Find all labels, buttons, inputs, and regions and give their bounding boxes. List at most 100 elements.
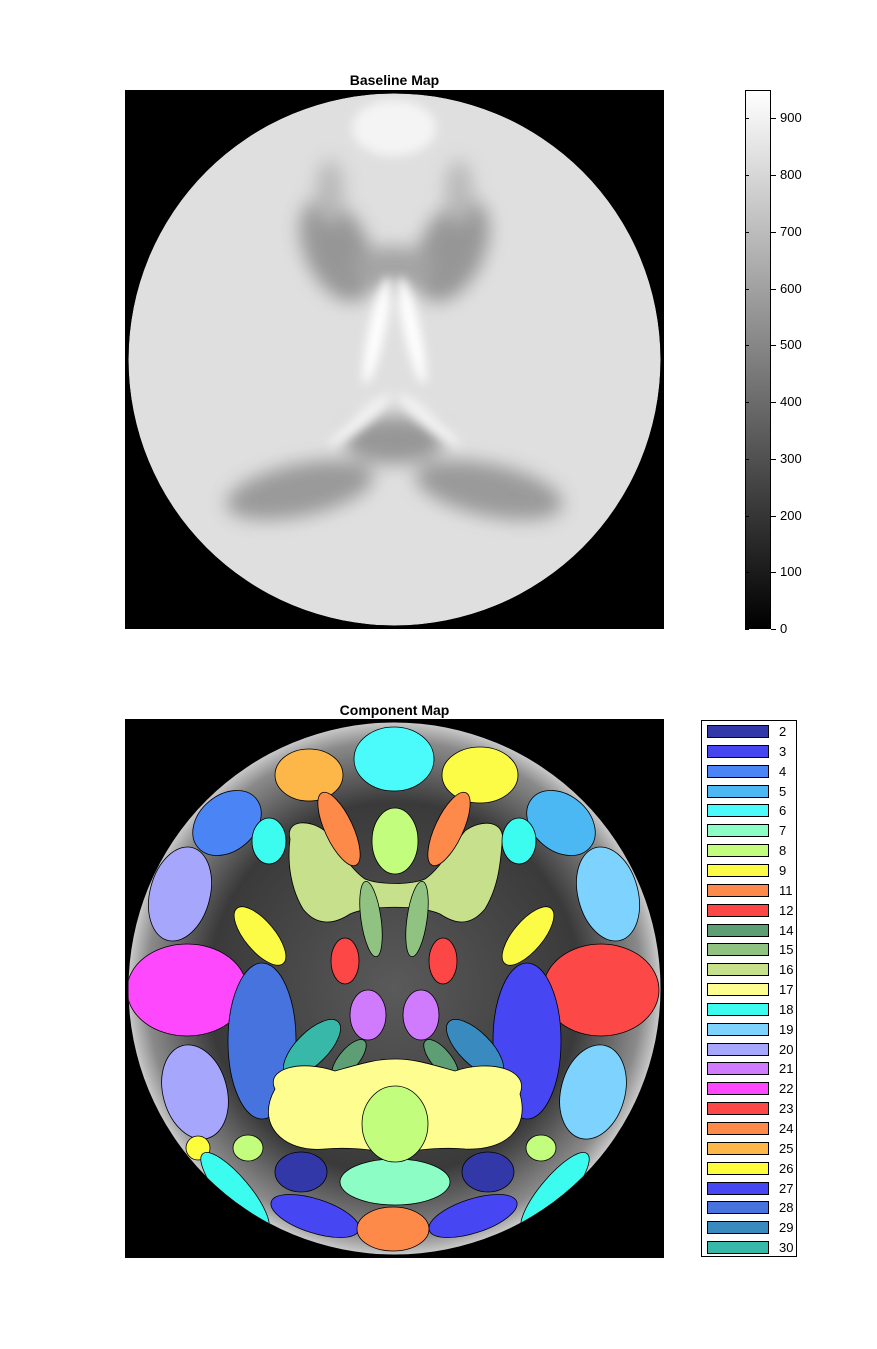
colorbar-tick-label: 200 — [780, 508, 802, 523]
legend-item: 25 — [707, 1141, 795, 1157]
legend-swatch — [707, 824, 769, 838]
baseline-map-svg — [125, 90, 664, 629]
component-map-svg — [125, 719, 664, 1258]
legend-swatch — [707, 943, 769, 957]
legend-label: 30 — [779, 1240, 794, 1256]
legend-label: 5 — [779, 783, 787, 799]
legend-swatch — [707, 1082, 769, 1096]
legend-label: 25 — [779, 1140, 794, 1156]
colorbar-tick — [771, 345, 776, 346]
region-25 — [274, 748, 344, 802]
legend-swatch — [707, 1181, 769, 1195]
legend-swatch — [707, 963, 769, 977]
legend-swatch — [707, 1122, 769, 1135]
region-20 — [161, 1044, 229, 1140]
legend-item: 17 — [707, 982, 795, 998]
colorbar-tick — [771, 118, 776, 119]
baseline-highlight — [352, 100, 436, 156]
legend-item: 22 — [707, 1081, 795, 1097]
baseline-colorbar — [745, 90, 771, 629]
legend-label: 2 — [779, 724, 787, 739]
colorbar-tick-label: 500 — [780, 337, 802, 352]
legend-label: 18 — [779, 1001, 794, 1017]
colorbar-tick-label: 0 — [780, 621, 788, 636]
colorbar-tick — [771, 459, 776, 460]
baseline-map-plot — [125, 90, 664, 629]
colorbar-tick-inner — [745, 572, 749, 573]
baseline-shadow — [316, 160, 344, 224]
legend-item: 7 — [707, 823, 795, 839]
region-2 — [274, 1151, 328, 1193]
legend-item: 14 — [707, 923, 795, 939]
legend-item: 12 — [707, 903, 795, 919]
colorbar-tick-label: 700 — [780, 224, 802, 239]
legend-label: 23 — [779, 1101, 794, 1117]
colorbar-tick-label: 800 — [780, 167, 802, 182]
legend-swatch — [707, 1141, 769, 1155]
region-24 — [356, 1206, 430, 1252]
region-19 — [559, 1044, 627, 1140]
colorbar-tick-inner — [745, 289, 749, 290]
legend-swatch — [707, 844, 769, 858]
legend-label: 29 — [779, 1220, 794, 1236]
region-9 — [501, 906, 555, 966]
component-map-plot — [125, 719, 664, 1258]
legend-swatch — [707, 863, 769, 877]
legend-label: 20 — [779, 1041, 794, 1057]
colorbar-tick-inner — [745, 459, 749, 460]
colorbar-tick-inner — [745, 232, 749, 233]
legend-label: 28 — [779, 1200, 794, 1216]
legend-label: 8 — [779, 843, 787, 859]
region-21 — [349, 989, 387, 1041]
colorbar-tick-inner — [745, 402, 749, 403]
legend-swatch — [707, 1002, 769, 1016]
region-15 — [405, 880, 429, 958]
colorbar-tick-inner — [745, 516, 749, 517]
legend-label: 21 — [779, 1061, 794, 1077]
region-15 — [359, 880, 383, 958]
legend-label: 16 — [779, 962, 794, 978]
region-20 — [148, 846, 212, 942]
region-24 — [317, 791, 361, 867]
legend-swatch — [707, 1201, 769, 1215]
region-6 — [353, 726, 435, 792]
legend-swatch — [707, 784, 769, 798]
region-19 — [576, 846, 640, 942]
colorbar-tick-label: 400 — [780, 394, 802, 409]
legend-swatch — [707, 1042, 769, 1056]
colorbar-tick — [771, 289, 776, 290]
baseline-shadow — [445, 160, 473, 224]
baseline-shadow — [299, 198, 375, 302]
region-5 — [526, 790, 596, 856]
colorbar-tick-label: 900 — [780, 110, 802, 125]
legend-label: 6 — [779, 803, 787, 819]
legend-swatch — [707, 764, 769, 778]
baseline-map-title: Baseline Map — [349, 72, 440, 88]
colorbar-tick-inner — [745, 345, 749, 346]
legend-item: 16 — [707, 962, 795, 978]
legend-item: 2 — [707, 724, 795, 740]
legend-swatch — [707, 1022, 769, 1036]
baseline-highlight — [397, 393, 461, 447]
legend-item: 26 — [707, 1161, 795, 1177]
baseline-disc — [128, 93, 661, 626]
legend-label: 24 — [779, 1121, 794, 1136]
legend-swatch — [707, 1241, 769, 1255]
region-9 — [441, 746, 519, 804]
region-9 — [233, 906, 287, 966]
legend-item: 19 — [707, 1022, 795, 1038]
region-11 — [427, 791, 471, 867]
legend-item: 18 — [707, 1002, 795, 1018]
baseline-highlight — [363, 276, 391, 384]
baseline-shadow — [414, 198, 490, 302]
legend-item: 8 — [707, 843, 795, 859]
legend-label: 11 — [779, 882, 793, 898]
colorbar-tick — [771, 232, 776, 233]
legend-label: 7 — [779, 823, 787, 839]
colorbar-tick — [771, 402, 776, 403]
colorbar-tick-label: 100 — [780, 564, 802, 579]
legend-swatch — [707, 744, 769, 758]
region-8 — [525, 1134, 557, 1162]
colorbar-tick-inner — [745, 118, 749, 119]
legend-swatch — [707, 923, 769, 937]
